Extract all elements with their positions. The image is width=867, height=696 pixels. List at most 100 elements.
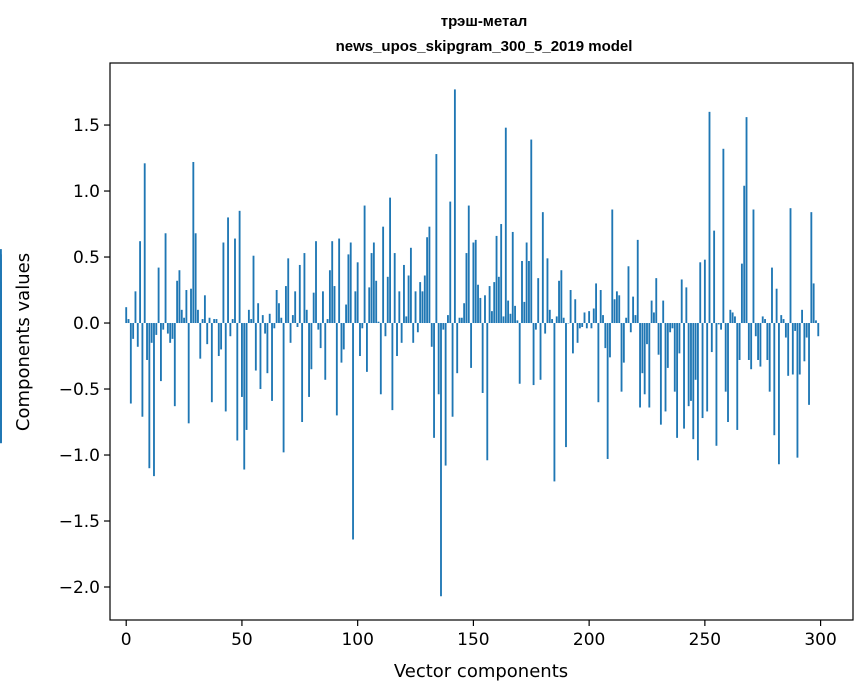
bar-74	[296, 323, 299, 327]
bar-61	[266, 323, 269, 374]
bar-194	[574, 299, 577, 324]
bar-103	[363, 205, 366, 324]
bar-13	[155, 323, 158, 335]
bar-263	[734, 316, 736, 324]
bar-64	[273, 323, 276, 329]
bar-291	[798, 323, 801, 375]
bar-12	[153, 323, 155, 477]
bar-154	[481, 323, 484, 393]
bar-226	[648, 323, 651, 408]
bar-215	[622, 323, 625, 363]
bar-200	[588, 311, 591, 324]
bars-group	[0, 89, 820, 597]
bar-5	[136, 323, 139, 347]
bar-287	[789, 208, 792, 324]
bar-99	[354, 291, 357, 324]
bar-82	[315, 241, 317, 324]
bar-250	[703, 259, 706, 324]
bar-29	[192, 161, 195, 324]
bar-89	[331, 241, 334, 324]
bar-273	[757, 323, 760, 360]
bar-51	[243, 323, 246, 470]
bar-53	[247, 309, 250, 324]
bar-6	[139, 241, 142, 324]
bar-100	[356, 262, 359, 324]
bar-71	[289, 323, 292, 343]
bar-207	[604, 323, 607, 349]
bar-290	[796, 323, 799, 458]
bar-146	[463, 303, 466, 324]
bar-111	[382, 226, 385, 324]
bar-159	[493, 282, 496, 324]
bar-106	[370, 253, 373, 324]
bar-218	[629, 323, 632, 333]
bar-65	[275, 290, 278, 324]
y-tick-label: 0.0	[73, 314, 100, 334]
bar-280	[773, 323, 776, 436]
bar-23	[178, 270, 181, 324]
bar-52	[245, 323, 248, 430]
bar-228	[653, 312, 655, 324]
bar-177	[534, 323, 537, 330]
bar-209	[609, 323, 611, 358]
bar-172	[523, 301, 526, 324]
bar-277	[766, 323, 769, 360]
bar-97	[349, 242, 352, 324]
bar-288	[791, 323, 794, 375]
bar-155	[484, 295, 486, 324]
bar-undefined	[0, 282, 2, 324]
bar-283	[780, 315, 783, 324]
bar-112	[384, 323, 387, 337]
bar-294	[805, 323, 808, 338]
bar-296	[810, 212, 813, 324]
x-tick-label: 50	[231, 630, 253, 650]
bar-260	[727, 323, 729, 423]
bar-133	[433, 323, 435, 438]
bar-284	[782, 319, 785, 324]
bar-151	[474, 239, 477, 324]
bar-19	[169, 323, 172, 343]
bar-32	[199, 323, 202, 359]
bar-94	[342, 323, 345, 350]
bar-293	[803, 323, 806, 362]
bar-185	[553, 323, 556, 482]
bar-undefined	[0, 323, 2, 343]
bar-101	[359, 323, 361, 357]
bar-295	[808, 323, 810, 405]
bar-41	[220, 323, 223, 350]
bar-262	[731, 312, 734, 324]
bar-96	[347, 254, 350, 324]
bar-216	[625, 317, 628, 324]
bar-211	[613, 299, 616, 324]
bar-143	[456, 323, 459, 374]
bar-30	[194, 233, 197, 324]
bar-130	[426, 237, 429, 324]
bar-231	[659, 323, 662, 425]
bar-249	[701, 323, 704, 419]
bar-157	[488, 286, 491, 324]
bar-14	[157, 267, 160, 324]
bar-213	[618, 295, 621, 324]
chart-title: трэш-метал	[441, 13, 528, 30]
bar-46	[231, 319, 234, 324]
bar-242	[685, 287, 688, 324]
bar-116	[393, 253, 396, 324]
bar-181	[544, 323, 547, 334]
bar-40	[217, 323, 220, 357]
bar-129	[423, 275, 426, 324]
bar-78	[305, 309, 308, 324]
bar-299	[817, 323, 820, 337]
bar-161	[497, 276, 500, 324]
bar-63	[271, 323, 273, 401]
bar-292	[801, 309, 803, 324]
bar-128	[421, 291, 424, 324]
bar-205	[599, 290, 602, 324]
bar-67	[280, 317, 283, 324]
bar-11	[150, 323, 153, 343]
bar-243	[687, 323, 690, 407]
bar-237	[673, 323, 676, 392]
x-axis-ticks: 0 50 100 150 200 250 300	[121, 620, 837, 650]
bar-25	[183, 317, 185, 324]
bar-244	[690, 323, 692, 401]
bar-278	[768, 323, 771, 392]
